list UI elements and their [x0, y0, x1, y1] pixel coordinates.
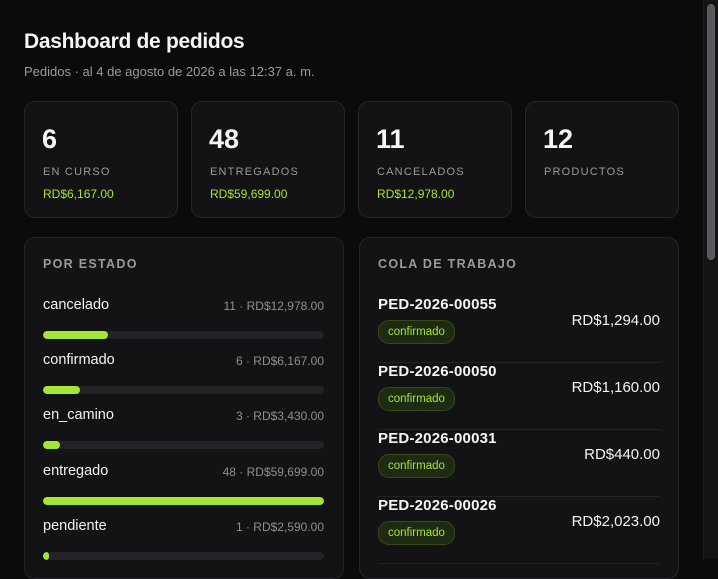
- status-meta: 3 · RD$3,430.00: [235, 409, 324, 423]
- status-name: entregado: [43, 463, 109, 479]
- status-badge: confirmado: [378, 454, 455, 478]
- status-meta: 48 · RD$59,699.00: [222, 465, 324, 479]
- status-row-confirmado: confirmado 6 · RD$6,167.00: [43, 352, 324, 407]
- order-code: PED-2026-00055: [378, 296, 497, 313]
- status-row-pendiente: pendiente 1 · RD$2,590.00: [43, 518, 324, 573]
- status-progress-track: [43, 441, 324, 449]
- status-progress-fill: [43, 386, 80, 394]
- order-code: PED-2026-00031: [378, 430, 497, 447]
- queue-row[interactable]: PED-2026-00026 confirmado RD$2,023.00: [378, 497, 660, 564]
- stat-value: 11: [376, 124, 405, 154]
- stat-value: 6: [42, 124, 58, 154]
- stat-card-entregados: 48 ENTREGADOS RD$59,699.00: [191, 101, 345, 218]
- status-panel-title: POR ESTADO: [43, 257, 138, 271]
- stat-value: 12: [543, 124, 574, 154]
- status-badge: confirmado: [378, 320, 455, 344]
- stat-label: ENTREGADOS: [210, 166, 300, 178]
- order-code: PED-2026-00050: [378, 363, 497, 380]
- stat-amount: RD$12,978.00: [377, 187, 455, 201]
- status-progress-fill: [43, 331, 108, 339]
- order-price: RD$1,294.00: [571, 312, 660, 329]
- status-name: pendiente: [43, 518, 107, 534]
- queue-row[interactable]: PED-2026-00031 confirmado RD$440.00: [378, 430, 660, 497]
- status-badge: confirmado: [378, 521, 455, 545]
- stat-value: 48: [209, 124, 240, 154]
- status-badge: confirmado: [378, 387, 455, 411]
- status-progress-fill: [43, 441, 60, 449]
- order-price: RD$440.00: [584, 446, 660, 463]
- stat-amount: RD$6,167.00: [43, 187, 114, 201]
- status-meta: 1 · RD$2,590.00: [235, 520, 324, 534]
- stats-row: 6 EN CURSO RD$6,167.00 48 ENTREGADOS RD$…: [24, 101, 679, 218]
- status-progress-fill: [43, 497, 324, 505]
- order-price: RD$2,023.00: [571, 513, 660, 530]
- page-header: Dashboard de pedidos Pedidos · al 4 de a…: [24, 30, 315, 79]
- queue-row[interactable]: PED-2026-00055 confirmado RD$1,294.00: [378, 296, 660, 363]
- status-progress-fill: [43, 552, 49, 560]
- status-progress-track: [43, 331, 324, 339]
- status-row-en-camino: en_camino 3 · RD$3,430.00: [43, 407, 324, 462]
- stat-label: PRODUCTOS: [544, 166, 625, 178]
- page-title: Dashboard de pedidos: [24, 30, 245, 53]
- order-code: PED-2026-00026: [378, 497, 497, 514]
- stat-card-productos: 12 PRODUCTOS: [525, 101, 679, 218]
- status-meta: 11 · RD$12,978.00: [223, 299, 324, 313]
- status-row-cancelado: cancelado 11 · RD$12,978.00: [43, 297, 324, 352]
- queue-panel: COLA DE TRABAJO PED-2026-00055 confirmad…: [359, 237, 679, 579]
- stat-card-en-curso: 6 EN CURSO RD$6,167.00: [24, 101, 178, 218]
- page-scrollbar[interactable]: [703, 0, 718, 559]
- stat-card-cancelados: 11 CANCELADOS RD$12,978.00: [358, 101, 512, 218]
- scrollbar-thumb[interactable]: [707, 4, 715, 260]
- stat-label: CANCELADOS: [377, 166, 465, 178]
- queue-panel-title: COLA DE TRABAJO: [378, 257, 518, 271]
- status-progress-track: [43, 497, 324, 505]
- status-progress-track: [43, 386, 324, 394]
- status-row-entregado: entregado 48 · RD$59,699.00: [43, 463, 324, 518]
- status-meta: 6 · RD$6,167.00: [235, 354, 324, 368]
- page-subtitle: Pedidos · al 4 de agosto de 2026 a las 1…: [24, 64, 315, 79]
- stat-amount: RD$59,699.00: [210, 187, 288, 201]
- status-name: cancelado: [43, 297, 110, 313]
- stat-label: EN CURSO: [43, 166, 111, 178]
- status-progress-track: [43, 552, 324, 560]
- status-panel: POR ESTADO cancelado 11 · RD$12,978.00 c…: [24, 237, 344, 579]
- queue-row[interactable]: PED-2026-00050 confirmado RD$1,160.00: [378, 363, 660, 430]
- status-name: en_camino: [43, 407, 114, 423]
- status-name: confirmado: [43, 352, 115, 368]
- order-price: RD$1,160.00: [571, 379, 660, 396]
